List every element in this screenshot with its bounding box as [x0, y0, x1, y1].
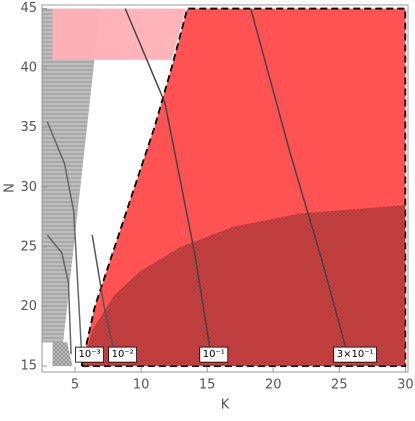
region-hatch: [82, 205, 406, 367]
contour-label: 10⁻¹: [203, 349, 225, 360]
x-tick-label: 5: [71, 378, 79, 393]
y-tick-label: 45: [20, 1, 37, 16]
plot-area: [42, 7, 407, 367]
y-tick-label: 40: [20, 61, 37, 76]
x-tick-label: 10: [133, 378, 150, 393]
plot-frame: [41, 4, 409, 373]
contour: [91, 234, 116, 355]
x-tick-label: 20: [265, 378, 282, 393]
y-axis-label: N: [3, 183, 18, 193]
x-tick-label: 25: [331, 378, 348, 393]
x-tick-label: 30: [397, 378, 414, 393]
region-hatch: [52, 342, 73, 367]
contour-label: 3×10⁻¹: [337, 349, 374, 360]
contour-label-box: [333, 346, 377, 363]
contour-label-box: [75, 346, 104, 363]
region: [52, 8, 187, 60]
contour: [46, 121, 83, 355]
contour-label: 10⁻³: [79, 349, 101, 360]
contour-label-box: [108, 346, 138, 363]
contour-label: 10⁻²: [112, 349, 134, 360]
x-axis-label: K: [221, 398, 230, 413]
contour: [46, 234, 72, 355]
region-hatch: [42, 8, 101, 343]
contour: [250, 8, 347, 349]
y-tick-label: 20: [20, 299, 37, 314]
y-tick-label: 35: [20, 120, 37, 135]
contour-label-box: [199, 346, 229, 363]
contour: [124, 8, 211, 349]
y-tick-label: 15: [20, 359, 37, 374]
y-tick-label: 25: [20, 239, 37, 254]
y-tick-label: 30: [20, 180, 37, 195]
x-tick-label: 15: [199, 378, 216, 393]
